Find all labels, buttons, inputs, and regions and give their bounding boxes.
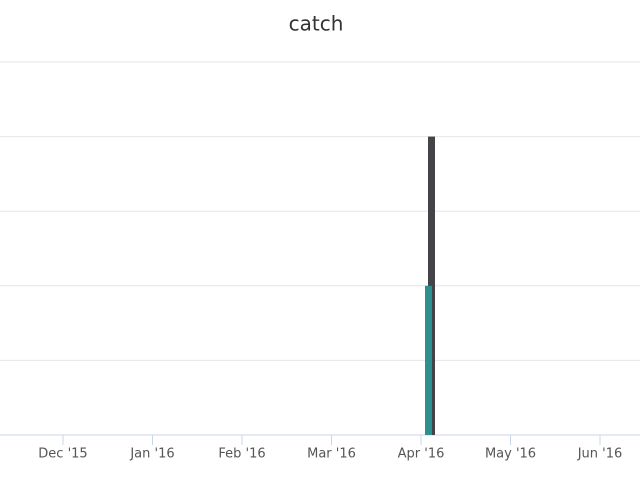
x-tick-label: Jan '16 <box>129 447 174 462</box>
bar <box>425 285 432 435</box>
x-tick-label: May '16 <box>485 447 536 462</box>
x-tick-label: Mar '16 <box>307 447 356 462</box>
x-tick-label: Dec '15 <box>38 447 87 462</box>
x-tick-label: Jun '16 <box>577 447 623 462</box>
x-tick-label: Feb '16 <box>218 447 265 462</box>
chart-title: catch <box>289 12 344 36</box>
x-tick-label: Apr '16 <box>398 447 445 462</box>
